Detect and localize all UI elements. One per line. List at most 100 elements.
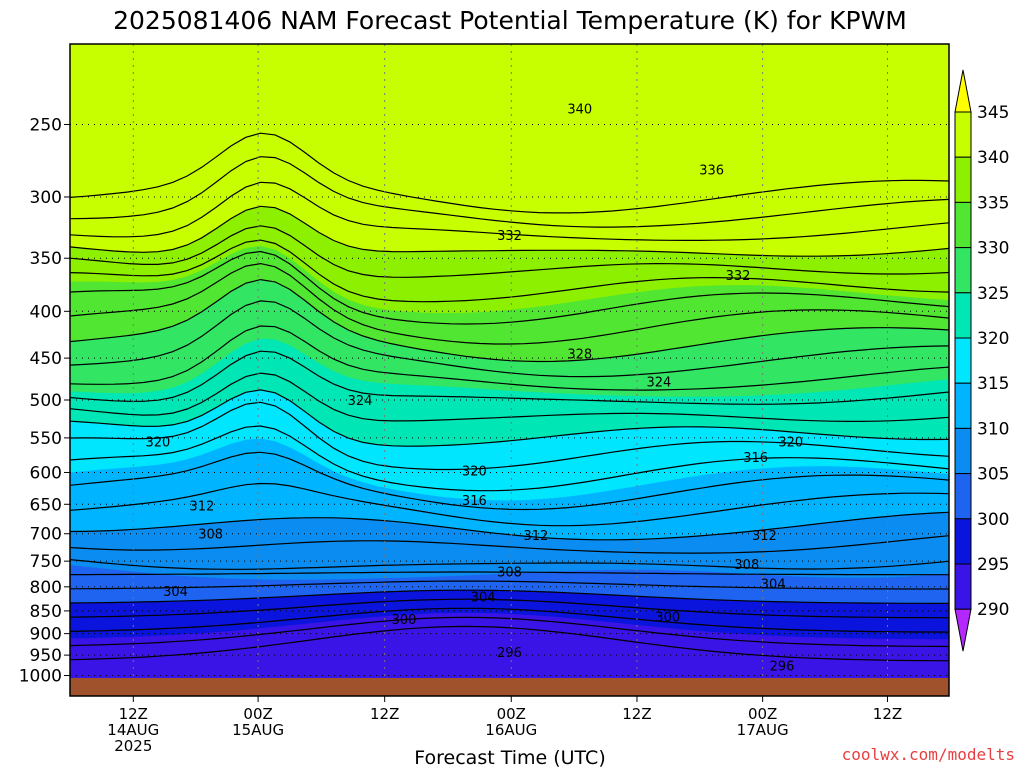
- y-axis: 250 300 350 400 450 500 550 600 650 700 750 800 850 9…: [19, 116, 70, 687]
- contour-label-text: 304: [761, 577, 786, 592]
- colorbar-level-label: 320: [977, 329, 1009, 349]
- isentrope-line: [70, 559, 949, 570]
- colorbar-level-label: 315: [977, 374, 1009, 394]
- contour-label: 304: [471, 591, 496, 606]
- plot-frame: [69, 43, 950, 697]
- isentrope-line: [70, 350, 949, 405]
- x-tick-label: 12Z: [873, 705, 902, 723]
- temperature-band: [70, 612, 949, 696]
- colorbar-arrow-top: [954, 69, 972, 113]
- x-tick-label: 15AUG: [232, 721, 284, 739]
- contour-label: 328: [567, 348, 592, 363]
- colorbar-level-label: 325: [977, 284, 1009, 304]
- contour-label-text: 316: [462, 494, 487, 509]
- contour-label-text: 316: [743, 451, 768, 466]
- x-tick-label: 00Z: [748, 705, 777, 723]
- contour-label-text: 324: [647, 375, 672, 390]
- isentrope-line: [70, 225, 949, 278]
- isentrope-line: [70, 372, 949, 422]
- contour-label: 332: [726, 269, 751, 284]
- y-tick-label: 350: [30, 249, 62, 269]
- contour-label-text: 324: [348, 394, 373, 409]
- contour-label: 324: [647, 375, 672, 390]
- contour-label-text: 312: [752, 529, 777, 544]
- contour-label: 320: [778, 435, 803, 450]
- isentrope-line: [70, 589, 949, 604]
- x-tick-label: 00Z: [497, 705, 526, 723]
- contour-label: 340: [567, 102, 592, 117]
- colorbar-level-label: 335: [977, 193, 1009, 213]
- colorbar-swatch: [954, 518, 972, 565]
- isentrope-line: [70, 156, 949, 228]
- contour-label: 320: [462, 464, 487, 479]
- contour-label-text: 304: [471, 591, 496, 606]
- x-tick-label: 12Z: [370, 705, 399, 723]
- isentrope-line: [70, 132, 949, 214]
- y-tick-label: 550: [30, 429, 62, 449]
- y-tick-label: 250: [30, 116, 62, 136]
- contour-label-text: 308: [497, 566, 522, 581]
- x-tick-label: 16AUG: [485, 721, 537, 739]
- y-tick-label: 450: [30, 349, 62, 369]
- isentrope-line: [70, 401, 949, 471]
- isentrope-line: [70, 389, 949, 447]
- isentrope-line: [70, 535, 949, 554]
- colorbar-swatch: [954, 563, 972, 610]
- x-tick-label: 14AUG: [107, 721, 159, 739]
- isentrope-line: [70, 511, 949, 541]
- isentrope-line: [70, 325, 949, 391]
- x-tick-label: 17AUG: [737, 721, 789, 739]
- contour-label-text: 296: [770, 659, 795, 674]
- colorbar-swatch: [954, 156, 972, 203]
- y-tick-label: 900: [30, 625, 62, 645]
- colorbar-level-label: 295: [977, 555, 1009, 575]
- chart-title: 2025081406 NAM Forecast Potential Temper…: [113, 6, 907, 35]
- colorbar-level-label: 330: [977, 239, 1009, 259]
- contour-label-text: 308: [198, 528, 223, 543]
- isentrope-line: [70, 239, 949, 303]
- contour-label: 344: [752, 0, 777, 3]
- y-tick-label: 600: [30, 463, 62, 483]
- colorbar: 345 340 335 330 325 320 315 310 305 300 295 290: [954, 69, 1009, 652]
- contour-label-text: 308: [734, 558, 759, 573]
- contour-label: 312: [752, 529, 777, 544]
- colorbar-swatch: [954, 292, 972, 339]
- contour-label-text: 320: [778, 435, 803, 450]
- contour-label: 316: [462, 494, 487, 509]
- colorbar-level-label: 290: [977, 600, 1009, 620]
- contour-label-text: 296: [497, 646, 522, 661]
- watermark: coolwx.com/modelts: [842, 745, 1015, 764]
- contour-label: 312: [523, 529, 548, 544]
- contour-label: 336: [699, 164, 724, 179]
- contour-label: 308: [734, 558, 759, 573]
- isentrope-line: [70, 625, 949, 662]
- isentrope-line: [70, 425, 949, 492]
- isentrope-line: [70, 262, 949, 345]
- contour-label: 308: [497, 566, 522, 581]
- colorbar-swatch: [954, 427, 972, 475]
- contour-label-text: 332: [497, 229, 522, 244]
- colorbar-level-label: 300: [977, 510, 1009, 530]
- contour-label-text: 300: [392, 613, 417, 628]
- contour-label: 308: [198, 528, 223, 543]
- x-axis-label: Forecast Time (UTC): [414, 747, 605, 768]
- colorbar-arrow-bottom: [954, 608, 972, 652]
- colorbar-level-label: 340: [977, 148, 1009, 168]
- contour-label-text: 312: [523, 529, 548, 544]
- colorbar-swatch: [954, 111, 972, 158]
- colorbar-level-label: 310: [977, 419, 1009, 439]
- colorbar-swatch: [954, 382, 972, 429]
- isentrope-line: [70, 580, 949, 590]
- isentrope-line: [70, 607, 949, 633]
- colorbar-level-label: 345: [977, 103, 1009, 123]
- contour-label-text: 344: [752, 0, 777, 3]
- surface-ground: [70, 678, 949, 696]
- contour-label-text: 332: [726, 269, 751, 284]
- y-tick-label: 700: [30, 525, 62, 545]
- isentrope-line: [70, 482, 949, 527]
- colorbar-level-label: 305: [977, 465, 1009, 485]
- x-tick-label: 2025: [114, 737, 152, 755]
- isentrope-line: [70, 451, 949, 511]
- contour-label-text: 336: [699, 164, 724, 179]
